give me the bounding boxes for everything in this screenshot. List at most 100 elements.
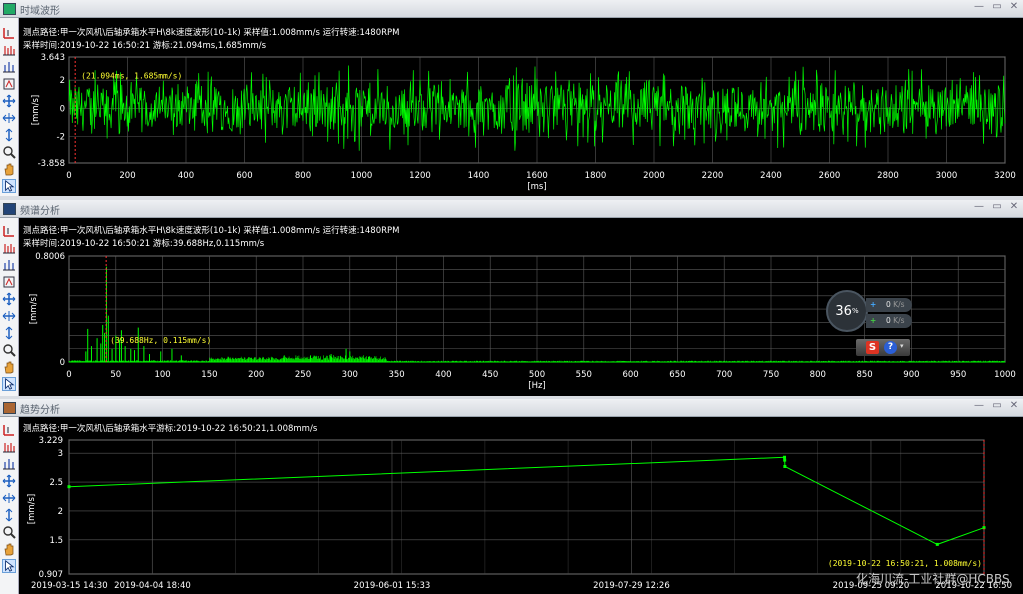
- trend-point: [783, 458, 787, 462]
- x-tick-label: 450: [482, 370, 498, 380]
- tray-toolbar: S ? ▾: [856, 339, 910, 356]
- x-tick-label: 0: [66, 370, 71, 380]
- x-tick-label: 0: [66, 171, 71, 181]
- close-button[interactable]: ✕: [1009, 201, 1019, 212]
- harmonic-cursor-icon[interactable]: [2, 43, 16, 57]
- zoom-x-icon[interactable]: [2, 111, 16, 125]
- y-tick-label: 0.907: [39, 570, 63, 580]
- sideband-cursor-icon[interactable]: [2, 60, 16, 74]
- spectrum-titlebar: 频谱分析 — ▭ ✕: [0, 200, 1023, 218]
- pan-icon[interactable]: [2, 474, 16, 488]
- minimize-button[interactable]: —: [974, 400, 984, 411]
- x-tick-label: 200: [248, 370, 264, 380]
- watermark: 化海川流-工业社群@HCBBS: [856, 572, 1010, 586]
- spectrum-toolbar: [0, 218, 19, 396]
- select-icon[interactable]: [2, 377, 16, 391]
- plot-area: [68, 439, 985, 575]
- x-tick-label: 800: [810, 370, 826, 380]
- sogou-input-icon[interactable]: S: [866, 341, 879, 354]
- cursor-axis-icon[interactable]: [2, 224, 16, 238]
- trend-panel: 趋势分析 — ▭ ✕ 测点路径:甲一次风机\后轴承箱水平游标:2019-10-2…: [0, 399, 1023, 594]
- hand-icon[interactable]: [2, 360, 16, 374]
- x-tick-label: 750: [763, 370, 779, 380]
- x-tick-label: 300: [342, 370, 358, 380]
- harmonic-cursor-icon[interactable]: [2, 440, 16, 454]
- dropdown-arrow-icon[interactable]: ▾: [900, 342, 904, 350]
- x-tick-label: 2800: [877, 171, 899, 181]
- download-speed: + 0 K/s: [866, 314, 912, 328]
- x-tick-label: 350: [388, 370, 404, 380]
- cursor-label: (2019-10-22 16:50:21, 1.008mm/s): [828, 559, 982, 568]
- time-waveform-titlebar: 时域波形 — ▭ ✕: [0, 0, 1023, 18]
- minimize-button[interactable]: —: [974, 1, 984, 12]
- zoom-x-icon[interactable]: [2, 491, 16, 505]
- sideband-cursor-icon[interactable]: [2, 457, 16, 471]
- x-tick-label: 400: [435, 370, 451, 380]
- y-tick-label: 0: [60, 358, 65, 368]
- spectrum-title: 频谱分析: [20, 206, 60, 217]
- spectrum-info-line2: 采样时间:2019-10-22 16:50:21 游标:39.688Hz,0.1…: [23, 239, 265, 249]
- x-tick-label: 800: [295, 171, 311, 181]
- y-tick-label: 2: [60, 76, 65, 86]
- x-tick-label: 250: [295, 370, 311, 380]
- upload-unit: K/s: [893, 300, 905, 309]
- x-tick-label: 950: [950, 370, 966, 380]
- help-icon[interactable]: ?: [884, 341, 897, 354]
- pan-icon[interactable]: [2, 94, 16, 108]
- minimize-button[interactable]: —: [974, 201, 984, 212]
- close-button[interactable]: ✕: [1009, 400, 1019, 411]
- x-tick-label: 100: [154, 370, 170, 380]
- close-button[interactable]: ✕: [1009, 1, 1019, 12]
- x-tick-label: 600: [622, 370, 638, 380]
- x-tick-label: 600: [236, 171, 252, 181]
- cursor-axis-icon[interactable]: [2, 423, 16, 437]
- trend-point: [982, 526, 986, 530]
- download-arrow-icon: +: [870, 316, 877, 325]
- x-tick-label: 1000: [994, 370, 1016, 380]
- y-axis-unit: [mm/s]: [31, 95, 41, 126]
- network-speed-widget[interactable]: 36% + 0 K/s + 0 K/s: [826, 290, 912, 336]
- time-waveform-chart[interactable]: 0 200 400 600 800 1000 1200 1400 1600 1800 2000 220…: [0, 0, 1023, 196]
- y-axis-unit: [mm/s]: [29, 294, 39, 325]
- maximize-button[interactable]: ▭: [992, 201, 1002, 212]
- zoom-y-icon[interactable]: [2, 508, 16, 522]
- y-axis-unit: [mm/s]: [27, 494, 37, 525]
- trend-title: 趋势分析: [20, 405, 60, 416]
- download-unit: K/s: [893, 316, 905, 325]
- hand-icon[interactable]: [2, 542, 16, 556]
- zoom-icon[interactable]: [2, 145, 16, 159]
- spectrum-window-icon: [3, 203, 16, 215]
- trend-titlebar: 趋势分析 — ▭ ✕: [0, 399, 1023, 417]
- maximize-button[interactable]: ▭: [992, 1, 1002, 12]
- maximize-button[interactable]: ▭: [992, 400, 1002, 411]
- x-tick-label: 150: [201, 370, 217, 380]
- x-tick-label: 2019-03-15 14:30: [31, 581, 108, 591]
- sideband-cursor-icon[interactable]: [2, 258, 16, 272]
- spectrum-chart[interactable]: 0 50 100 150 200 250 300 350 400 450 500 550 600 650 7…: [0, 200, 1023, 396]
- gauge-percent: 36: [835, 303, 852, 319]
- select-icon[interactable]: [2, 179, 16, 193]
- select-icon[interactable]: [2, 559, 16, 573]
- zoom-icon[interactable]: [2, 343, 16, 357]
- zoom-y-icon[interactable]: [2, 326, 16, 340]
- hand-icon[interactable]: [2, 162, 16, 176]
- zoom-x-icon[interactable]: [2, 309, 16, 323]
- x-tick-label: 2200: [702, 171, 724, 181]
- harmonic-cursor-icon[interactable]: [2, 241, 16, 255]
- pan-icon[interactable]: [2, 292, 16, 306]
- trend-point: [935, 542, 939, 546]
- upload-value: 0: [886, 300, 891, 309]
- cursor-axis-icon[interactable]: [2, 26, 16, 40]
- zoom-y-icon[interactable]: [2, 128, 16, 142]
- cursor-label: (39.688Hz, 0.115mm/s): [110, 336, 211, 345]
- time-waveform-title: 时域波形: [20, 6, 60, 17]
- time-waveform-panel: 时域波形 — ▭ ✕ 测点路径:甲一次风机\后轴承箱水平H\8k速度波形(10-…: [0, 0, 1023, 196]
- trend-chart[interactable]: 2019-03-15 14:30 2019-04-04 18:40 2019-06-…: [0, 399, 1023, 594]
- x-tick-label: 1600: [526, 171, 548, 181]
- zoom-icon[interactable]: [2, 525, 16, 539]
- peak-icon[interactable]: [2, 275, 16, 289]
- x-tick-label: 1400: [468, 171, 490, 181]
- peak-icon[interactable]: [2, 77, 16, 91]
- x-tick-label: 2019-10-22 16:50: [935, 581, 1012, 591]
- upload-arrow-icon: +: [870, 300, 877, 309]
